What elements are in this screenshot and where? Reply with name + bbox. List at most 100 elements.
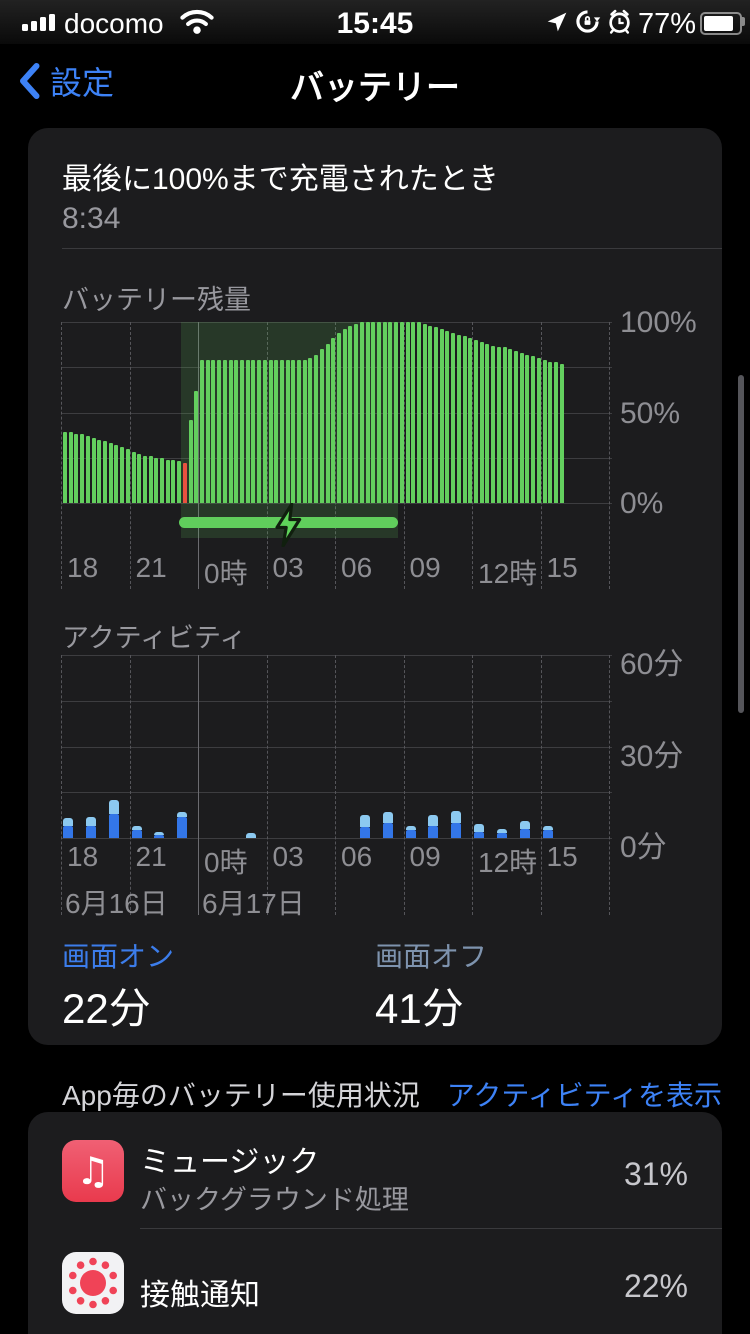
battery-bar[interactable]: [63, 432, 67, 503]
battery-bar[interactable]: [422, 323, 427, 503]
battery-bar[interactable]: [394, 322, 399, 503]
activity-bar-screen-off[interactable]: [474, 824, 484, 832]
battery-bar[interactable]: [114, 445, 119, 503]
battery-bar[interactable]: [382, 322, 387, 503]
activity-bar-screen-off[interactable]: [359, 815, 370, 828]
activity-bar-screen-off[interactable]: [245, 833, 256, 838]
battery-bar[interactable]: [416, 322, 421, 503]
activity-bar-screen-on[interactable]: [382, 822, 393, 838]
activity-bar-screen-on[interactable]: [108, 813, 119, 838]
battery-bar[interactable]: [319, 349, 324, 503]
activity-bar-screen-on[interactable]: [428, 825, 439, 838]
activity-bar-screen-on[interactable]: [63, 825, 73, 838]
activity-bar-screen-on[interactable]: [542, 830, 553, 838]
activity-bar-screen-off[interactable]: [542, 825, 553, 831]
activity-bar-screen-on[interactable]: [131, 830, 142, 838]
activity-bar-screen-off[interactable]: [85, 816, 96, 826]
battery-bar[interactable]: [331, 338, 336, 503]
battery-bar[interactable]: [131, 452, 136, 503]
activity-bar-screen-off[interactable]: [451, 810, 462, 823]
battery-bar[interactable]: [285, 360, 290, 503]
battery-bar[interactable]: [365, 322, 370, 503]
battery-bar[interactable]: [262, 360, 267, 503]
battery-bar[interactable]: [160, 457, 165, 503]
show-activity-link[interactable]: アクティビティを表示: [446, 1080, 722, 1111]
battery-bar[interactable]: [182, 463, 187, 503]
activity-bar-screen-off[interactable]: [382, 812, 393, 823]
battery-bar[interactable]: [548, 361, 553, 503]
battery-bar[interactable]: [496, 347, 501, 503]
activity-bar-screen-off[interactable]: [63, 818, 73, 826]
activity-bar-screen-on[interactable]: [177, 816, 188, 838]
battery-bar[interactable]: [428, 325, 433, 503]
activity-bar-screen-on[interactable]: [474, 831, 484, 838]
battery-bar[interactable]: [297, 360, 302, 503]
battery-bar[interactable]: [491, 345, 496, 503]
battery-bar[interactable]: [451, 332, 456, 503]
activity-bar-screen-off[interactable]: [405, 825, 416, 831]
battery-bar[interactable]: [325, 343, 330, 503]
battery-bar[interactable]: [222, 360, 227, 503]
battery-bar[interactable]: [171, 459, 176, 503]
battery-bar[interactable]: [399, 322, 404, 503]
battery-bar[interactable]: [194, 390, 199, 503]
activity-bar-screen-off[interactable]: [108, 799, 119, 814]
battery-bar[interactable]: [376, 322, 381, 503]
battery-bar[interactable]: [337, 332, 341, 503]
battery-bar[interactable]: [439, 329, 444, 503]
battery-bar[interactable]: [74, 434, 79, 503]
battery-bar[interactable]: [274, 360, 279, 503]
battery-bar[interactable]: [108, 443, 113, 503]
battery-bar[interactable]: [205, 360, 210, 503]
battery-bar[interactable]: [474, 340, 478, 503]
battery-bar[interactable]: [302, 360, 307, 503]
battery-bar[interactable]: [348, 325, 353, 503]
battery-bar[interactable]: [279, 360, 284, 503]
activity-bar-screen-on[interactable]: [359, 827, 370, 838]
activity-bar-screen-off[interactable]: [131, 825, 142, 831]
battery-bar[interactable]: [462, 336, 467, 503]
scrollbar[interactable]: [738, 375, 744, 713]
activity-bar-screen-on[interactable]: [519, 828, 530, 838]
battery-bar[interactable]: [342, 329, 347, 503]
battery-bar[interactable]: [519, 352, 524, 503]
battery-bar[interactable]: [228, 360, 233, 503]
activity-bar-screen-off[interactable]: [496, 828, 507, 834]
battery-bar[interactable]: [559, 363, 564, 503]
battery-bar[interactable]: [456, 334, 461, 503]
battery-bar[interactable]: [165, 459, 170, 503]
activity-bar-screen-on[interactable]: [451, 822, 462, 838]
battery-bar[interactable]: [405, 322, 410, 503]
battery-bar[interactable]: [485, 343, 490, 503]
activity-bar-screen-on[interactable]: [154, 834, 165, 838]
battery-bar[interactable]: [314, 354, 319, 503]
battery-bar[interactable]: [479, 341, 484, 503]
back-button[interactable]: 設定: [18, 58, 114, 104]
battery-bar[interactable]: [234, 360, 239, 503]
battery-bar[interactable]: [188, 419, 193, 503]
battery-bar[interactable]: [91, 437, 96, 503]
battery-bar[interactable]: [308, 358, 313, 503]
battery-bar[interactable]: [80, 434, 85, 503]
battery-level-chart[interactable]: [61, 322, 612, 589]
battery-bar[interactable]: [245, 360, 250, 503]
battery-bar[interactable]: [542, 360, 547, 503]
battery-bar[interactable]: [102, 441, 107, 503]
battery-bar[interactable]: [148, 455, 153, 503]
battery-bar[interactable]: [120, 446, 125, 503]
battery-bar[interactable]: [388, 322, 393, 503]
battery-bar[interactable]: [371, 322, 376, 503]
battery-bar[interactable]: [268, 360, 273, 503]
battery-bar[interactable]: [536, 358, 541, 503]
battery-bar[interactable]: [137, 454, 142, 503]
battery-bar[interactable]: [97, 439, 102, 503]
activity-bar-screen-off[interactable]: [154, 831, 165, 835]
battery-bar[interactable]: [154, 457, 159, 503]
battery-bar[interactable]: [445, 331, 450, 503]
battery-bar[interactable]: [251, 360, 256, 503]
battery-bar[interactable]: [85, 436, 90, 503]
battery-bar[interactable]: [508, 349, 513, 503]
battery-bar[interactable]: [359, 322, 364, 503]
battery-bar[interactable]: [553, 361, 558, 503]
activity-chart[interactable]: [61, 655, 612, 915]
